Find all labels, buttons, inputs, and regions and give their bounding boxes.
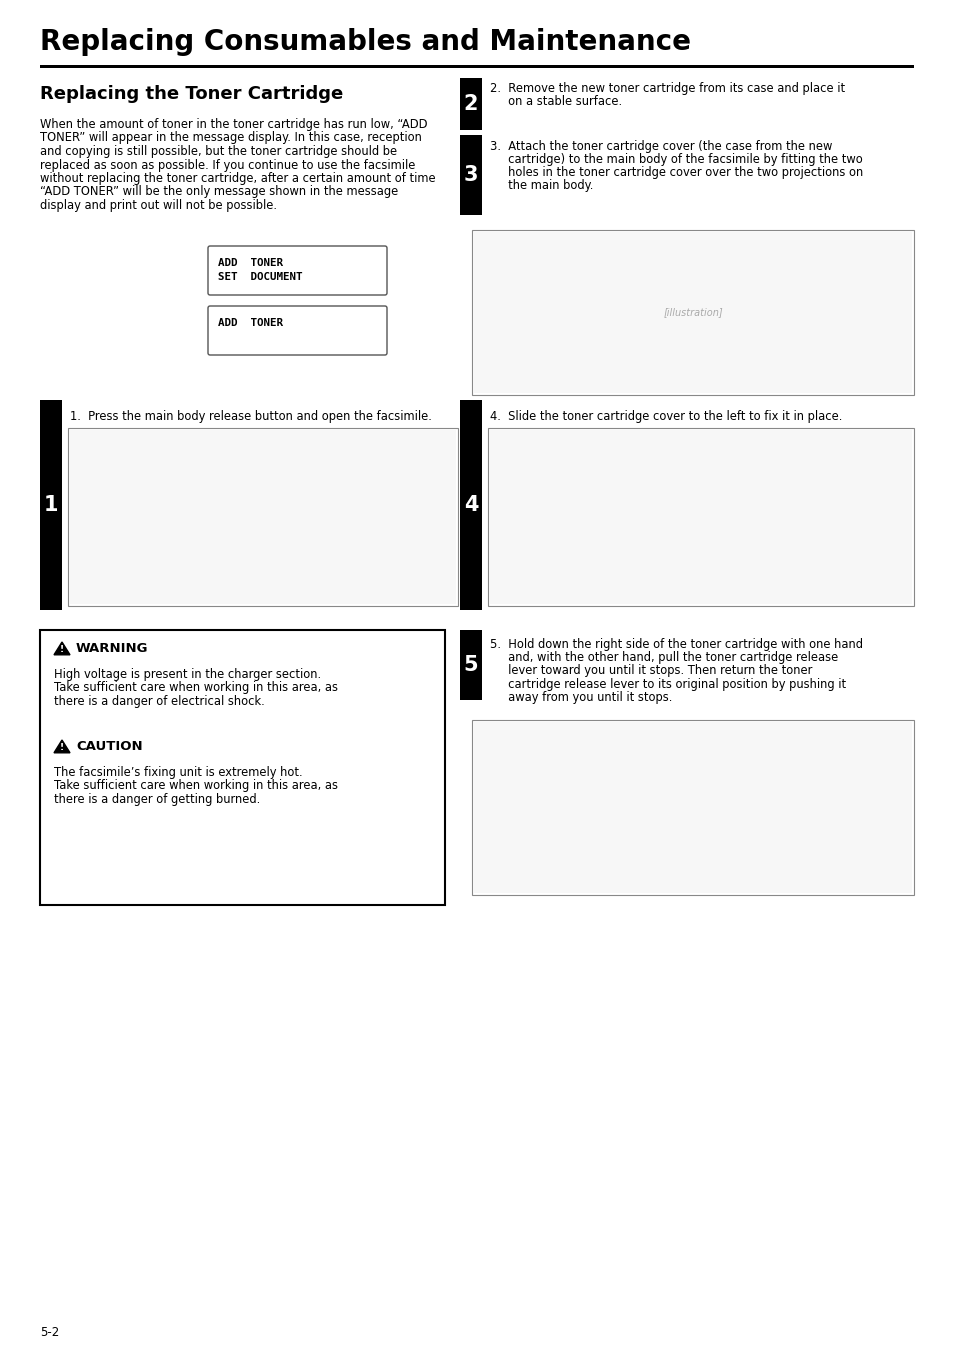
Text: replaced as soon as possible. If you continue to use the facsimile: replaced as soon as possible. If you con… [40,158,415,172]
Bar [40,400,62,611]
Text: ADD  TONER: ADD TONER [218,258,283,267]
Bar [472,230,913,394]
Polygon shape [54,642,70,655]
Text: the main body.: the main body. [490,178,593,192]
Text: 3.  Attach the toner cartridge cover (the case from the new: 3. Attach the toner cartridge cover (the… [490,141,832,153]
Text: there is a danger of getting burned.: there is a danger of getting burned. [54,793,260,807]
FancyBboxPatch shape [208,305,387,355]
Text: 3: 3 [463,165,477,185]
Text: [illustration]: [illustration] [662,308,722,317]
Text: display and print out will not be possible.: display and print out will not be possib… [40,199,276,212]
Text: WARNING: WARNING [76,642,149,655]
Text: there is a danger of electrical shock.: there is a danger of electrical shock. [54,694,265,708]
Text: !: ! [60,743,64,753]
Text: 2: 2 [463,95,477,113]
Text: CAUTION: CAUTION [76,740,143,753]
Text: and copying is still possible, but the toner cartridge should be: and copying is still possible, but the t… [40,145,396,158]
Text: 4.  Slide the toner cartridge cover to the left to fix it in place.: 4. Slide the toner cartridge cover to th… [490,409,841,423]
Text: “ADD TONER” will be the only message shown in the message: “ADD TONER” will be the only message sho… [40,185,397,199]
Bar [459,135,481,215]
Text: Take sufficient care when working in this area, as: Take sufficient care when working in thi… [54,681,337,694]
Text: cartridge) to the main body of the facsimile by fitting the two: cartridge) to the main body of the facsi… [490,153,862,166]
Text: holes in the toner cartridge cover over the two projections on: holes in the toner cartridge cover over … [490,166,862,178]
Text: Replacing the Toner Cartridge: Replacing the Toner Cartridge [40,85,343,103]
Bar [459,78,481,130]
Text: 5: 5 [463,655,477,676]
Text: 5.  Hold down the right side of the toner cartridge with one hand: 5. Hold down the right side of the toner… [490,638,862,651]
Bar [40,630,444,905]
FancyBboxPatch shape [208,246,387,295]
Text: lever toward you until it stops. Then return the toner: lever toward you until it stops. Then re… [490,665,812,677]
Bar [68,428,457,607]
Bar [40,65,913,68]
Text: cartridge release lever to its original position by pushing it: cartridge release lever to its original … [490,678,845,690]
Text: 2.  Remove the new toner cartridge from its case and place it: 2. Remove the new toner cartridge from i… [490,82,844,95]
Bar [474,232,911,393]
Text: !: ! [60,646,64,654]
Text: on a stable surface.: on a stable surface. [490,95,621,108]
Text: 1: 1 [44,494,58,515]
Text: Replacing Consumables and Maintenance: Replacing Consumables and Maintenance [40,28,690,55]
Text: ADD  TONER: ADD TONER [218,317,283,328]
Text: The facsimile’s fixing unit is extremely hot.: The facsimile’s fixing unit is extremely… [54,766,302,780]
Text: High voltage is present in the charger section.: High voltage is present in the charger s… [54,667,321,681]
Bar [70,430,456,604]
Text: 4: 4 [463,494,477,515]
Text: When the amount of toner in the toner cartridge has run low, “ADD: When the amount of toner in the toner ca… [40,118,427,131]
Bar [474,721,911,893]
Bar [472,720,913,894]
Text: 1.  Press the main body release button and open the facsimile.: 1. Press the main body release button an… [70,409,432,423]
Text: SET  DOCUMENT: SET DOCUMENT [218,272,302,282]
Text: away from you until it stops.: away from you until it stops. [490,690,672,704]
Text: without replacing the toner cartridge, after a certain amount of time: without replacing the toner cartridge, a… [40,172,436,185]
Bar [488,428,913,607]
Text: Take sufficient care when working in this area, as: Take sufficient care when working in thi… [54,780,337,793]
Text: and, with the other hand, pull the toner cartridge release: and, with the other hand, pull the toner… [490,651,838,665]
Text: 5-2: 5-2 [40,1325,59,1339]
Bar [459,630,481,700]
Bar [459,400,481,611]
Bar [490,430,911,604]
Polygon shape [54,740,70,753]
Text: TONER” will appear in the message display. In this case, reception: TONER” will appear in the message displa… [40,131,421,145]
